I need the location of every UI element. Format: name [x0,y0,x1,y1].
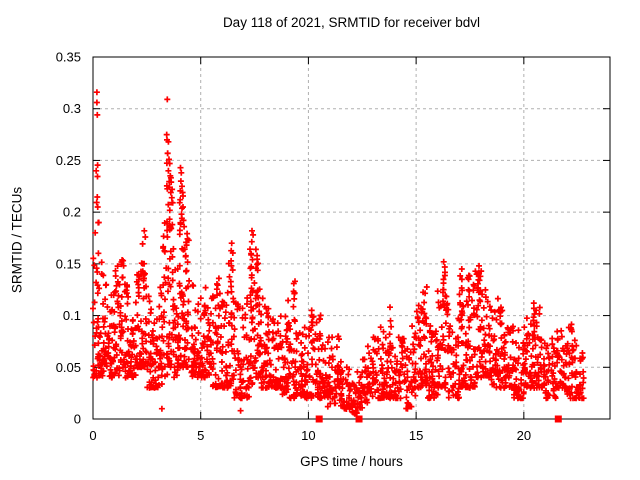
y-tick-label: 0.05 [56,360,81,375]
flag-square-marker [355,415,363,423]
x-tick-label: 10 [301,428,315,443]
flag-square-marker [554,415,562,423]
y-tick-label: 0.25 [56,153,81,168]
y-tick-label: 0.3 [63,101,81,116]
x-tick-label: 15 [409,428,423,443]
chart-title: Day 118 of 2021, SRMTID for receiver bdv… [222,15,481,30]
y-tick-label: 0.35 [56,50,81,65]
flag-square-marker [315,415,323,423]
scatter-points [90,89,587,417]
x-tick-label: 5 [197,428,204,443]
x-axis-label: GPS time / hours [300,454,403,469]
y-tick-label: 0.2 [63,205,81,220]
y-tick-label: 0.15 [56,256,81,271]
y-tick-label: 0.1 [63,308,81,323]
x-tick-label: 20 [517,428,531,443]
x-tick-label: 0 [89,428,96,443]
plot-border [92,56,611,420]
y-tick-label: 0 [74,412,81,427]
